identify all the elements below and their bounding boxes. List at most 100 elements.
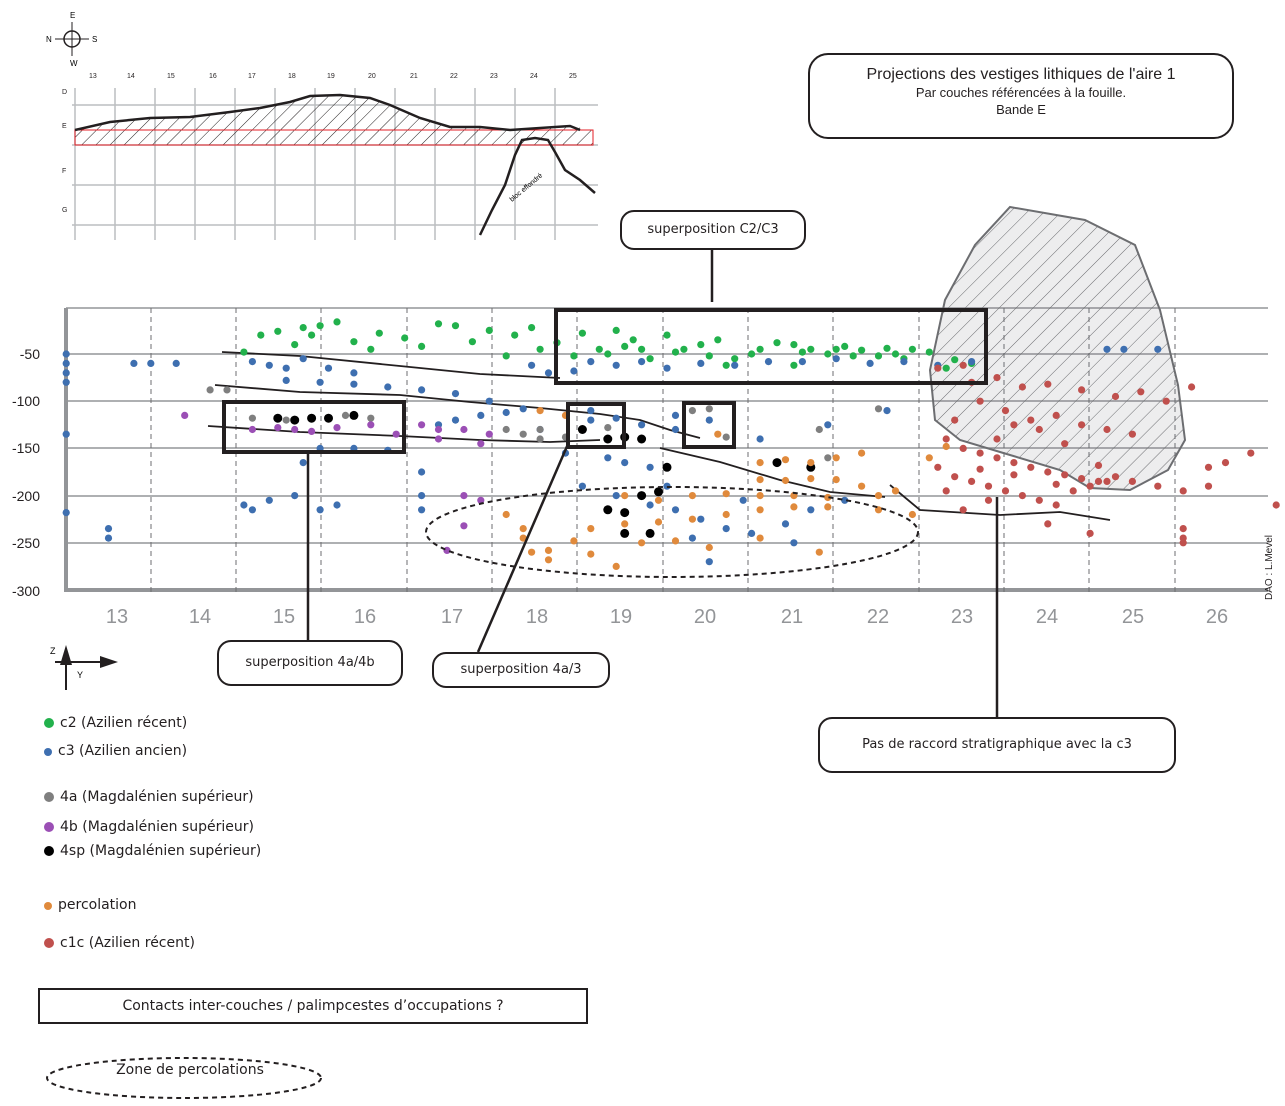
point-series-5-39 <box>908 510 917 519</box>
compass-w: W <box>70 59 78 68</box>
point-series-5-35 <box>638 539 646 547</box>
legend-c2: c2 (Azilien récent) <box>44 714 187 732</box>
xtick-16: 16 <box>354 606 376 628</box>
point-series-6-52 <box>1179 539 1187 547</box>
point-series-6-35 <box>1001 487 1010 495</box>
point-series-1-15 <box>324 364 333 372</box>
legend-4b: 4b (Magdalénien supérieur) <box>44 818 254 836</box>
point-series-1-8 <box>130 359 138 367</box>
inset-row-f: F <box>62 168 66 175</box>
point-series-5-10 <box>832 476 840 484</box>
point-series-0-29 <box>773 339 781 347</box>
point-series-0-14 <box>485 326 493 334</box>
point-series-6-54 <box>984 496 993 504</box>
point-series-4-9 <box>603 505 613 515</box>
point-series-5-8 <box>781 476 790 485</box>
point-series-1-78 <box>756 435 764 443</box>
xtick-21: 21 <box>781 606 803 628</box>
point-series-1-66 <box>578 482 587 490</box>
point-series-1-24 <box>519 405 527 413</box>
point-series-1-45 <box>587 358 595 366</box>
point-series-0-25 <box>697 341 705 349</box>
point-series-1-81 <box>1103 345 1111 353</box>
point-series-1-10 <box>172 359 180 367</box>
point-series-3-8 <box>418 421 426 429</box>
point-series-2-5 <box>341 411 350 419</box>
legend-label-c2: c2 (Azilien récent) <box>60 715 188 731</box>
ytick-150: -150 <box>12 440 40 456</box>
point-series-1-44 <box>570 367 578 375</box>
point-series-1-16 <box>350 369 358 377</box>
inset-col-20: 20 <box>368 73 376 80</box>
title-box: Projections des vestiges lithiques de l'… <box>808 53 1234 139</box>
inset-section: 13 14 15 16 17 18 19 20 21 22 23 24 25 D… <box>62 73 598 240</box>
point-series-0-46 <box>748 350 756 358</box>
percolation-zone-label: Zone de percolations <box>116 1062 264 1078</box>
point-series-3-0 <box>181 411 189 419</box>
point-series-0-20 <box>612 326 620 334</box>
point-series-4-0 <box>273 413 283 423</box>
point-series-6-64 <box>1061 440 1069 448</box>
point-series-5-16 <box>528 548 536 556</box>
point-series-6-53 <box>959 506 967 514</box>
point-series-5-17 <box>544 546 553 555</box>
point-series-5-41 <box>925 454 933 462</box>
point-series-1-69 <box>671 506 680 514</box>
xtick-26: 26 <box>1206 606 1228 628</box>
point-series-0-42 <box>604 350 612 358</box>
point-series-1-59 <box>587 416 595 424</box>
point-series-1-61 <box>638 421 646 429</box>
point-series-1-67 <box>612 492 620 500</box>
point-series-5-45 <box>714 430 722 438</box>
inset-col-17: 17 <box>248 73 256 80</box>
point-series-0-21 <box>629 336 637 344</box>
point-series-1-11 <box>248 358 256 366</box>
point-series-6-8 <box>1137 388 1145 396</box>
point-series-0-12 <box>451 322 460 330</box>
compass-s: S <box>92 35 97 44</box>
point-series-1-18 <box>316 378 324 386</box>
point-series-6-33 <box>968 477 976 485</box>
point-series-6-31 <box>934 463 942 471</box>
point-series-2-0 <box>206 386 214 394</box>
point-series-1-22 <box>451 390 460 398</box>
point-series-1-50 <box>731 361 739 369</box>
point-series-5-26 <box>824 503 832 511</box>
point-series-1-9 <box>147 359 155 367</box>
point-series-3-12 <box>477 440 485 448</box>
point-series-1-5 <box>62 508 70 517</box>
point-series-4-6 <box>603 434 613 444</box>
point-series-0-18 <box>578 329 587 337</box>
point-series-5-21 <box>654 518 663 526</box>
point-series-6-7 <box>1111 392 1120 401</box>
point-series-1-19 <box>350 380 358 388</box>
point-series-2-15 <box>705 405 713 413</box>
point-series-0-37 <box>908 345 917 353</box>
point-series-4-1 <box>290 415 300 425</box>
inset-col-19: 19 <box>327 73 335 80</box>
xtick-19: 19 <box>610 606 632 628</box>
point-series-6-46 <box>1221 459 1230 467</box>
point-series-5-30 <box>722 490 730 498</box>
point-series-4-3 <box>324 413 333 423</box>
point-series-1-88 <box>688 534 697 542</box>
point-series-1-74 <box>807 506 815 514</box>
xtick-20: 20 <box>694 606 716 628</box>
point-series-5-43 <box>612 562 620 571</box>
point-series-3-5 <box>333 424 341 432</box>
point-series-6-28 <box>1078 475 1086 483</box>
point-series-3-10 <box>460 425 468 434</box>
point-series-6-39 <box>1069 487 1077 495</box>
xtick-15: 15 <box>273 606 295 628</box>
point-series-0-39 <box>951 356 959 364</box>
xtick-13: 13 <box>106 606 128 628</box>
legend-dot-4a <box>44 792 54 802</box>
point-series-6-37 <box>1035 496 1043 504</box>
point-series-2-6 <box>367 414 375 422</box>
point-series-1-57 <box>968 358 976 366</box>
point-series-6-48 <box>1247 449 1255 457</box>
point-series-1-3 <box>62 378 70 386</box>
point-series-5-24 <box>756 506 764 514</box>
axis-z-label: Z <box>50 646 56 656</box>
point-series-1-0 <box>62 350 70 358</box>
